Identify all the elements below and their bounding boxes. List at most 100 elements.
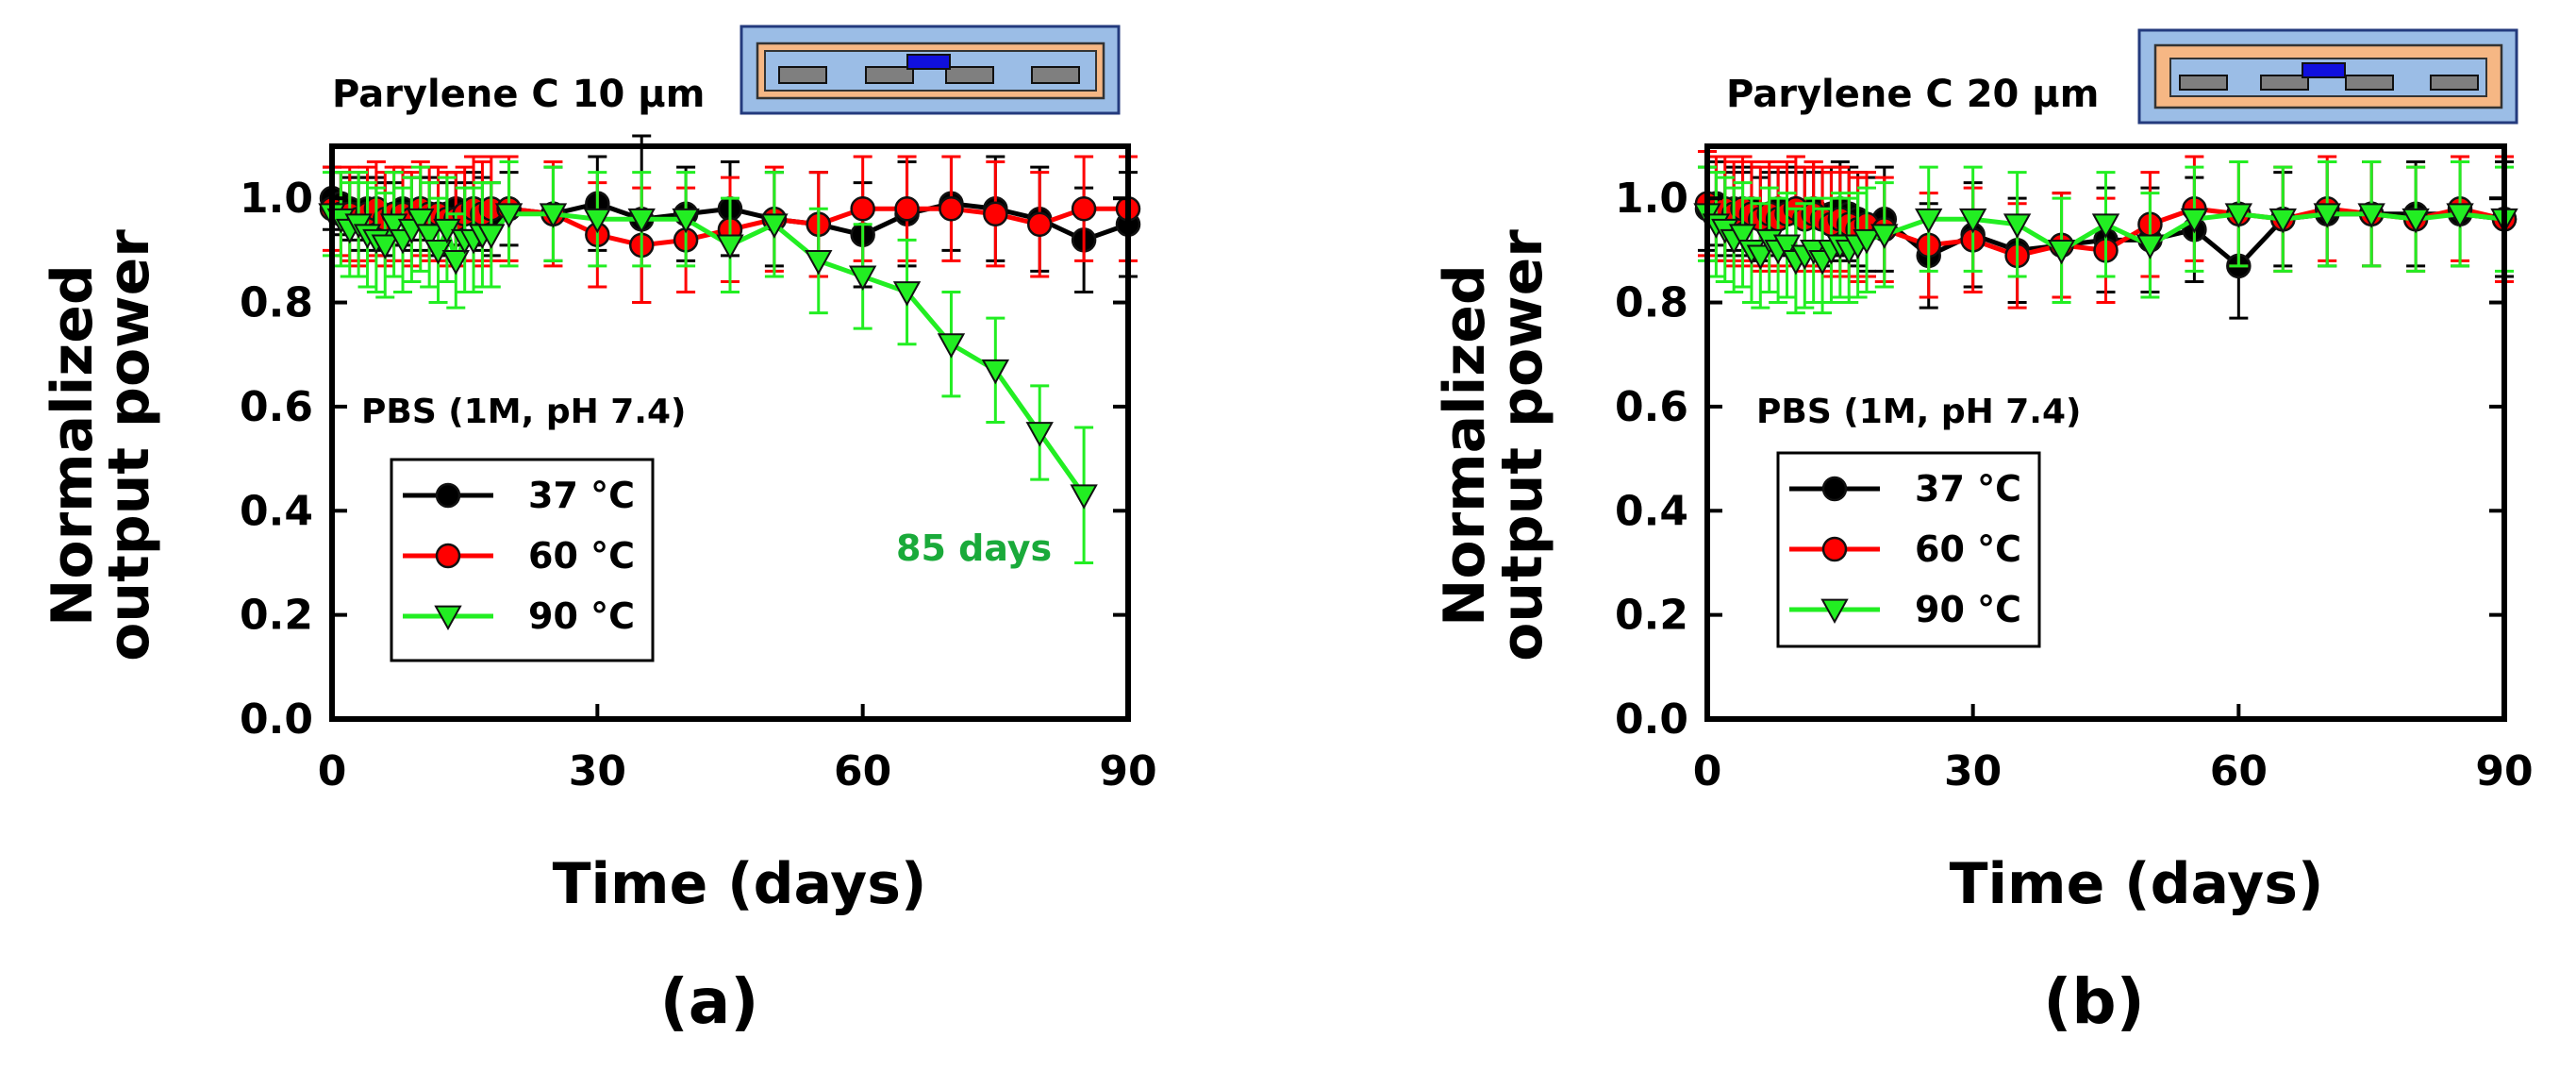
data-point [371,234,399,259]
panel-letter-a: (a) [660,965,759,1038]
x-tick-label: 30 [1944,747,2002,795]
data-point [672,208,700,234]
legend-box [1776,451,2041,648]
schematic-electrode-a3 [945,66,994,84]
series-b-2 [1693,160,2518,315]
data-point [539,203,568,228]
legend-label: 37 °C [1915,468,2021,510]
legend-label: 60 °C [1915,528,2021,570]
data-point [583,208,612,234]
schematic-electrode-a4 [1031,66,1080,84]
x-tick-label: 90 [2475,747,2533,795]
data-point [415,224,443,249]
y-axis-label-a-line2: output power [96,229,162,661]
x-tick-label: 90 [1099,747,1156,795]
x-tick-label: 0 [318,747,347,795]
legend-marker [1821,476,1848,502]
data-point [892,281,922,307]
y-tick-label: 0.8 [240,279,313,327]
y-tick-label: 0.2 [1615,592,1688,640]
data-point [716,234,744,259]
legend-a: 37 °C 60 °C 90 °C [390,458,655,662]
data-point [1025,422,1054,447]
plot-frame [329,143,1131,722]
data-point [2313,203,2341,228]
data-point [2446,203,2474,228]
legend-marker [434,605,462,631]
condition-text-a: PBS (1M, pH 7.4) [361,393,686,431]
legend-label: 60 °C [528,535,635,577]
data-point [850,195,875,222]
y-tick-label: 0.0 [240,695,313,744]
annotation-85-days: 85 days [896,527,1052,569]
device-schematic-b [2137,28,2518,125]
x-tick-label: 60 [834,747,891,795]
y-tick-label: 1.0 [240,175,313,223]
y-axis-label-b-line1: Normalized [1432,264,1498,627]
panel-b-title: Parylene C 20 μm [1726,73,2099,116]
data-point [494,203,524,228]
data-point [1853,228,1881,255]
data-point [894,195,920,222]
data-point [760,213,789,239]
data-point [2357,203,2385,228]
data-point [2047,239,2076,265]
y-tick-label: 0.8 [1615,279,1688,327]
y-tick-label: 0.4 [1615,487,1688,535]
series-a-2 [318,160,1098,564]
schematic-electrode-b2 [2260,75,2309,91]
schematic-led-b [2302,62,2346,78]
device-schematic-a [740,25,1121,115]
data-point [1026,211,1053,238]
data-point [805,250,833,276]
data-point [981,359,1010,385]
data-point [1070,484,1098,510]
plot-area-b: 0 30 60 90 0.0 0.2 0.4 0.6 0.8 1.0 [1615,143,2534,795]
data-point [2003,213,2032,239]
schematic-electrode-b3 [2345,75,2394,91]
y-axis-label-b-line2: output power [1489,229,1555,661]
condition-text-b: PBS (1M, pH 7.4) [1756,393,2081,431]
data-point [937,333,966,359]
data-point [2269,208,2297,234]
y-axis-label-a-line1: Normalized [40,264,106,627]
data-point [1915,208,1943,234]
schematic-electrode-a1 [778,66,827,84]
schematic-electrode-b4 [2430,75,2479,91]
legend-label: 90 °C [1915,589,2021,630]
data-point [983,201,1008,226]
y-tick-label: 0.4 [240,487,313,535]
x-tick-label: 0 [1693,747,1722,795]
data-point [1728,224,1757,249]
data-point [477,224,506,249]
data-point [627,208,656,234]
data-point [939,195,964,222]
data-point [441,250,470,276]
legend-marker [1821,536,1848,562]
schematic-electrode-a2 [865,66,914,84]
y-tick-label: 0.6 [1615,383,1688,431]
legend-marker [435,543,461,569]
y-tick-label: 0.2 [240,592,313,640]
data-point [1870,224,1899,249]
legend-label: 90 °C [528,595,635,637]
data-point [407,208,435,234]
panel-letter-b: (b) [2043,965,2145,1038]
legend-label: 37 °C [528,475,635,516]
x-tick-label: 30 [569,747,626,795]
data-point [1071,195,1097,222]
panel-a: Parylene C 10 μm 0 30 60 90 0.0 0.2 0.4 0.6 0.8 1… [40,25,1157,1038]
data-point [2091,213,2120,239]
data-point [1958,208,1987,234]
y-tick-label: 1.0 [1615,175,1688,223]
legend-b: 37 °C 60 °C 90 °C [1776,451,2041,648]
plot-area-a: 0 30 60 90 0.0 0.2 0.4 0.6 0.8 1.0 [240,134,1157,795]
schematic-led-a [906,54,951,70]
legend-marker [1820,598,1849,625]
panel-b: Parylene C 20 μm 0 30 60 90 0.0 0.2 0.4 0.6 0.8 1… [1432,28,2534,1038]
data-point [2136,234,2165,259]
x-axis-label-a: Time (days) [553,851,927,917]
data-point [848,265,877,292]
y-tick-label: 0.6 [240,383,313,431]
